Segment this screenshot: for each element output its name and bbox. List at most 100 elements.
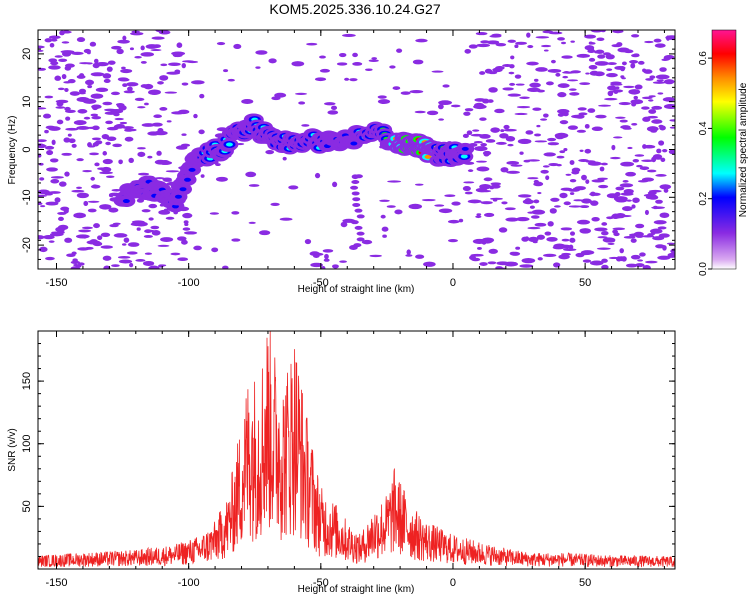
noise-blob <box>77 262 85 266</box>
noise-blob <box>90 93 104 99</box>
noise-blob <box>39 177 45 181</box>
noise-blob <box>127 242 140 247</box>
noise-blob <box>646 126 659 132</box>
gap-column-blob <box>356 214 365 219</box>
noise-blob <box>381 226 389 232</box>
noise-blob <box>606 62 617 65</box>
spectrogram-x-label: Height of straight line (km) <box>298 284 415 295</box>
noise-blob <box>332 264 339 269</box>
noise-blob <box>147 155 153 159</box>
noise-blob <box>504 207 516 211</box>
ridge-core <box>188 167 196 172</box>
noise-blob <box>658 140 665 146</box>
noise-blob <box>121 243 127 246</box>
noise-blob <box>97 167 107 171</box>
noise-blob <box>658 233 670 238</box>
x-tick-label: -100 <box>178 277 200 289</box>
noise-blob <box>82 169 93 173</box>
noise-blob <box>495 141 507 145</box>
snr-y-label: SNR (v/v) <box>7 428 18 471</box>
noise-blob <box>620 65 626 72</box>
noise-blob <box>60 50 75 54</box>
noise-blob <box>59 30 65 36</box>
noise-blob <box>158 209 171 215</box>
noise-blob <box>668 149 675 155</box>
x-tick-label: -150 <box>45 277 67 289</box>
noise-blob <box>557 112 565 117</box>
colorbar-label: Normalized spectral amplitude <box>738 82 749 217</box>
noise-blob <box>549 208 557 214</box>
noise-blob <box>657 255 671 260</box>
noise-blob <box>45 201 59 206</box>
noise-blob <box>596 247 611 250</box>
noise-blob <box>102 73 112 79</box>
noise-blob <box>601 258 608 263</box>
noise-blob <box>637 259 644 262</box>
x-tick-label: -100 <box>178 577 200 589</box>
noise-blob <box>148 265 160 269</box>
noise-blob <box>506 161 520 165</box>
noise-blob <box>548 162 559 167</box>
noise-blob <box>157 244 170 247</box>
noise-blob <box>598 104 612 107</box>
gap-column-blob <box>351 191 360 196</box>
noise-blob <box>527 87 541 93</box>
noise-blob <box>64 171 70 177</box>
noise-blob <box>154 159 166 165</box>
noise-blob <box>76 37 86 43</box>
noise-blob <box>426 110 439 116</box>
colorbar-tick-label: 0.0 <box>698 262 709 276</box>
noise-blob <box>474 98 486 102</box>
noise-blob <box>39 246 48 253</box>
noise-blob <box>65 127 79 131</box>
noise-blob <box>601 231 609 236</box>
noise-blob <box>556 163 562 167</box>
noise-blob <box>73 212 86 219</box>
gap-column-blob <box>351 180 360 185</box>
noise-blob <box>509 251 517 256</box>
noise-blob <box>611 214 622 219</box>
noise-blob <box>341 33 356 37</box>
ridge-core <box>174 194 182 199</box>
noise-blob <box>613 136 623 139</box>
ridge-core <box>424 154 432 159</box>
noise-blob <box>591 126 603 132</box>
noise-blob <box>141 209 151 213</box>
noise-blob <box>502 87 514 91</box>
noise-blob <box>78 229 92 233</box>
noise-blob <box>480 143 487 147</box>
noise-blob <box>181 239 188 245</box>
noise-blob <box>486 40 500 45</box>
noise-blob <box>118 159 123 165</box>
noise-blob <box>591 179 605 183</box>
noise-blob <box>231 211 240 215</box>
noise-blob <box>117 256 131 259</box>
y-tick-label: 100 <box>21 435 33 453</box>
noise-blob <box>90 184 101 189</box>
noise-blob <box>106 175 115 179</box>
noise-blob <box>569 88 577 91</box>
noise-blob <box>473 102 485 108</box>
noise-blob <box>258 230 271 236</box>
noise-blob <box>483 212 495 218</box>
noise-blob <box>641 177 655 182</box>
noise-blob <box>471 257 481 262</box>
noise-blob <box>510 55 515 60</box>
noise-blob <box>102 158 113 165</box>
noise-blob <box>631 122 638 126</box>
noise-blob <box>557 109 570 114</box>
noise-blob <box>90 72 105 77</box>
noise-blob <box>78 97 86 100</box>
noise-blob <box>122 35 127 41</box>
noise-blob <box>617 47 630 53</box>
noise-blob <box>505 136 516 142</box>
noise-blob <box>434 204 445 207</box>
noise-blob <box>83 116 91 120</box>
noise-blob <box>606 72 618 78</box>
noise-blob <box>570 40 575 43</box>
noise-blob <box>45 125 56 130</box>
noise-blob <box>527 211 535 214</box>
noise-blob <box>312 254 320 259</box>
noise-blob <box>644 40 654 44</box>
noise-blob <box>499 66 504 69</box>
